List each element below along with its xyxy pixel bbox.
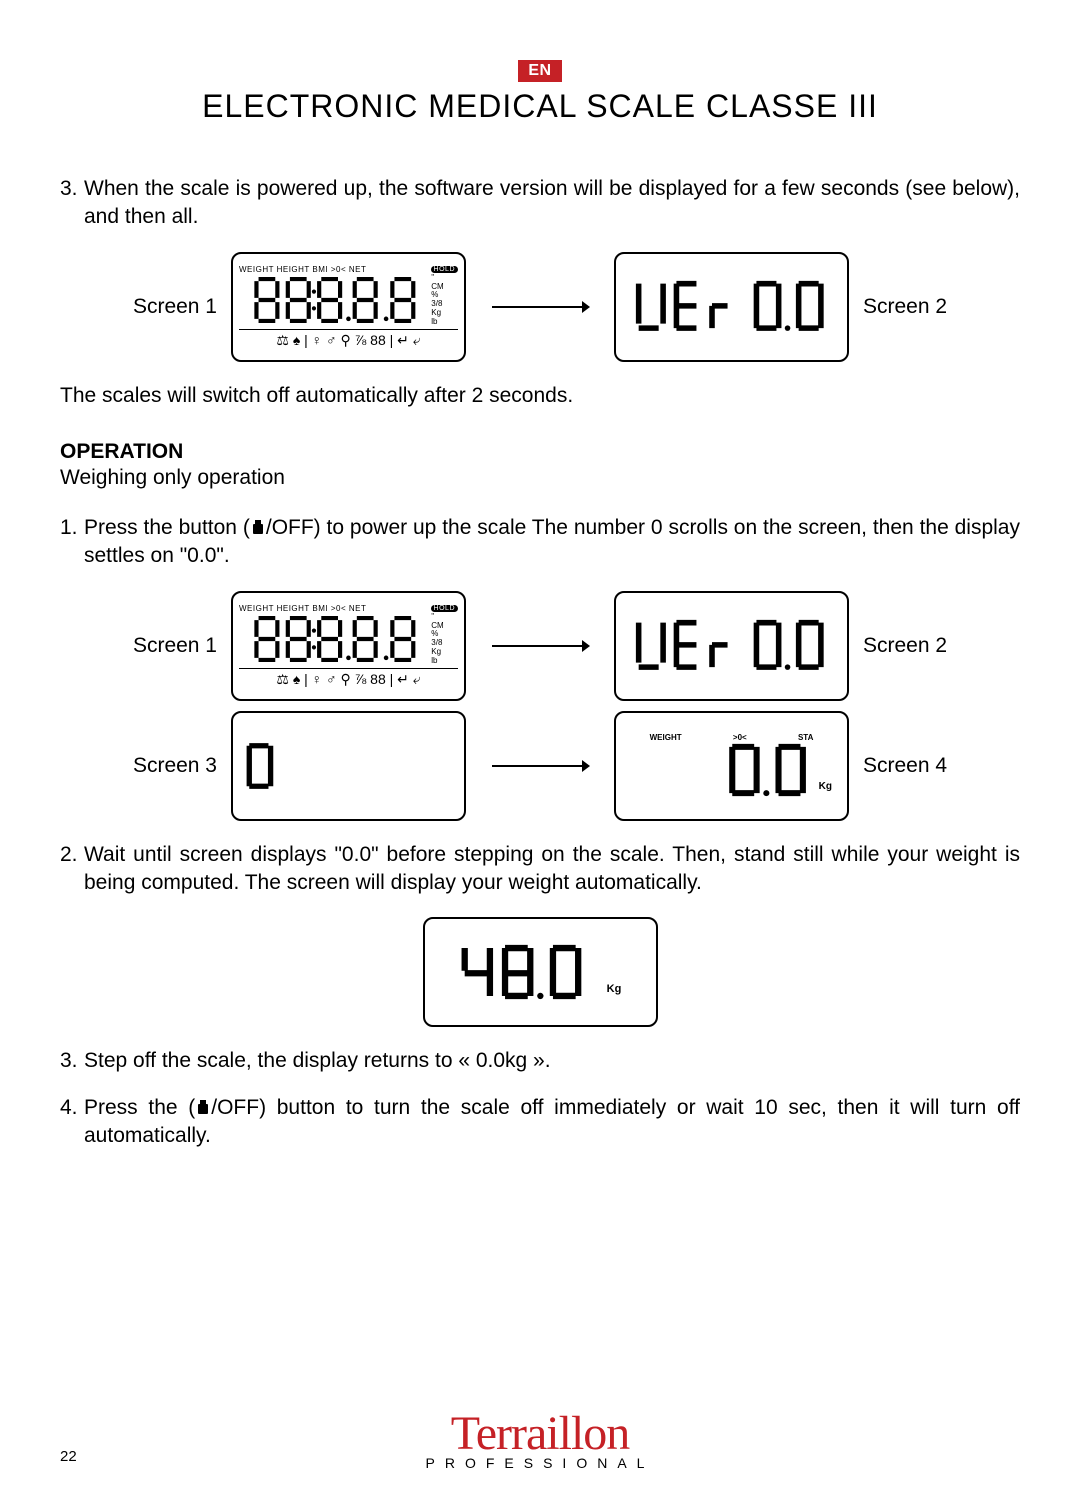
power-icon: [195, 1096, 211, 1119]
intro-step-3: 3. When the scale is powered up, the sof…: [60, 175, 1020, 232]
operation-step-2: 2. Wait until screen displays "0.0" befo…: [60, 841, 1020, 898]
lcd-bottom-icons: ⚖ ♠ | ♀ ♂ ⚲ ⅞ 88 | ↵ ⤶: [239, 668, 458, 688]
hold-indicator: HOLD: [431, 266, 458, 273]
screen3-label: Screen 3: [133, 754, 217, 778]
lcd-bottom-icons: ⚖ ♠ | ♀ ♂ ⚲ ⅞ 88 | ↵ ⤶: [239, 329, 458, 349]
lcd-screen-weight: Kg: [423, 917, 658, 1027]
manual-page: EN ELECTRONIC MEDICAL SCALE CLASSE III 3…: [0, 0, 1080, 1511]
step-text: Step off the scale, the display returns …: [84, 1047, 1020, 1075]
screen4-unit: Kg: [819, 781, 832, 792]
segment-uer00: [632, 279, 832, 335]
arrow-icon: [480, 297, 600, 317]
lcd-screen-full: WEIGHT HEIGHT BMI >0< NET HOLD: [231, 591, 466, 701]
lcd-top-indicators: WEIGHT HEIGHT BMI >0< NET HOLD: [239, 604, 458, 613]
diagram-row-1: Screen 1 WEIGHT HEIGHT BMI >0< NET HOLD: [60, 252, 1020, 362]
lcd-indicators-text: WEIGHT HEIGHT BMI >0< NET: [239, 265, 366, 274]
lcd-screen-full: WEIGHT HEIGHT BMI >0< NET HOLD: [231, 252, 466, 362]
weight-unit: Kg: [607, 983, 622, 995]
lcd-main-row: '' CM % 3/8 Kg lb: [239, 274, 458, 327]
segment-480: [459, 943, 599, 1001]
language-badge: EN: [518, 60, 561, 82]
step-text: When the scale is powered up, the softwa…: [84, 175, 1020, 232]
step1-before: Press the button (: [84, 516, 250, 539]
step-number: 4.: [60, 1094, 84, 1151]
segment-888: [253, 277, 423, 323]
diagram-row-2b: Screen 3 WEIGHT >0< STA: [60, 711, 1020, 821]
segment-888: [253, 616, 423, 662]
operation-heading: OPERATION: [60, 440, 1020, 464]
step4-after: /OFF) button to turn the scale off immed…: [84, 1096, 1020, 1147]
lcd-screen-version: [614, 252, 849, 362]
lcd-screen-version: [614, 591, 849, 701]
power-icon: [250, 516, 266, 539]
step4-before: Press the (: [84, 1096, 195, 1119]
lcd-main-row: '' CM % 3/8 Kg lb: [239, 613, 458, 666]
segment-uer00: [632, 618, 832, 674]
lcd-unit-column: '' CM % 3/8 Kg lb: [431, 613, 443, 666]
screen2-label: Screen 2: [863, 295, 947, 319]
screen4-top-indicators: WEIGHT >0< STA: [624, 733, 839, 742]
step-number: 3.: [60, 1047, 84, 1075]
lcd-unit-column: '' CM % 3/8 Kg lb: [431, 274, 443, 327]
step-number: 2.: [60, 841, 84, 898]
screen1-label: Screen 1: [133, 634, 217, 658]
operation-step-3: 3. Step off the scale, the display retur…: [60, 1047, 1020, 1075]
arrow-icon: [480, 636, 600, 656]
diagram-row-2a: Screen 1 WEIGHT HEIGHT BMI >0< NET HOLD: [60, 591, 1020, 701]
step-text: Wait until screen displays "0.0" before …: [84, 841, 1020, 898]
segment-0: [245, 741, 277, 791]
logo-brand-name: Terraillon: [0, 1406, 1080, 1461]
segment-00: [727, 742, 813, 798]
logo-subtitle: PROFESSIONAL: [0, 1455, 1080, 1471]
lcd-screen-ready: WEIGHT >0< STA Kg: [614, 711, 849, 821]
operation-subtitle: Weighing only operation: [60, 466, 1020, 490]
screen1-label: Screen 1: [133, 295, 217, 319]
screen2-label: Screen 2: [863, 634, 947, 658]
step-number: 3.: [60, 175, 84, 232]
operation-step-1: 1. Press the button (/OFF) to power up t…: [60, 514, 1020, 571]
operation-step-4: 4. Press the (/OFF) button to turn the s…: [60, 1094, 1020, 1151]
step-text: Press the button (/OFF) to power up the …: [84, 514, 1020, 571]
step-number: 1.: [60, 514, 84, 571]
page-title: ELECTRONIC MEDICAL SCALE CLASSE III: [60, 88, 1020, 125]
screen4-label: Screen 4: [863, 754, 947, 778]
lcd-screen-zero-scroll: [231, 711, 466, 821]
diagram-row-3: Kg: [60, 917, 1020, 1027]
page-header: EN ELECTRONIC MEDICAL SCALE CLASSE III: [60, 60, 1020, 125]
brand-logo: Terraillon PROFESSIONAL: [0, 1406, 1080, 1471]
arrow-icon: [480, 756, 600, 776]
lcd-top-indicators: WEIGHT HEIGHT BMI >0< NET HOLD: [239, 265, 458, 274]
auto-off-text: The scales will switch off automatically…: [60, 382, 1020, 410]
step-text: Press the (/OFF) button to turn the scal…: [84, 1094, 1020, 1151]
